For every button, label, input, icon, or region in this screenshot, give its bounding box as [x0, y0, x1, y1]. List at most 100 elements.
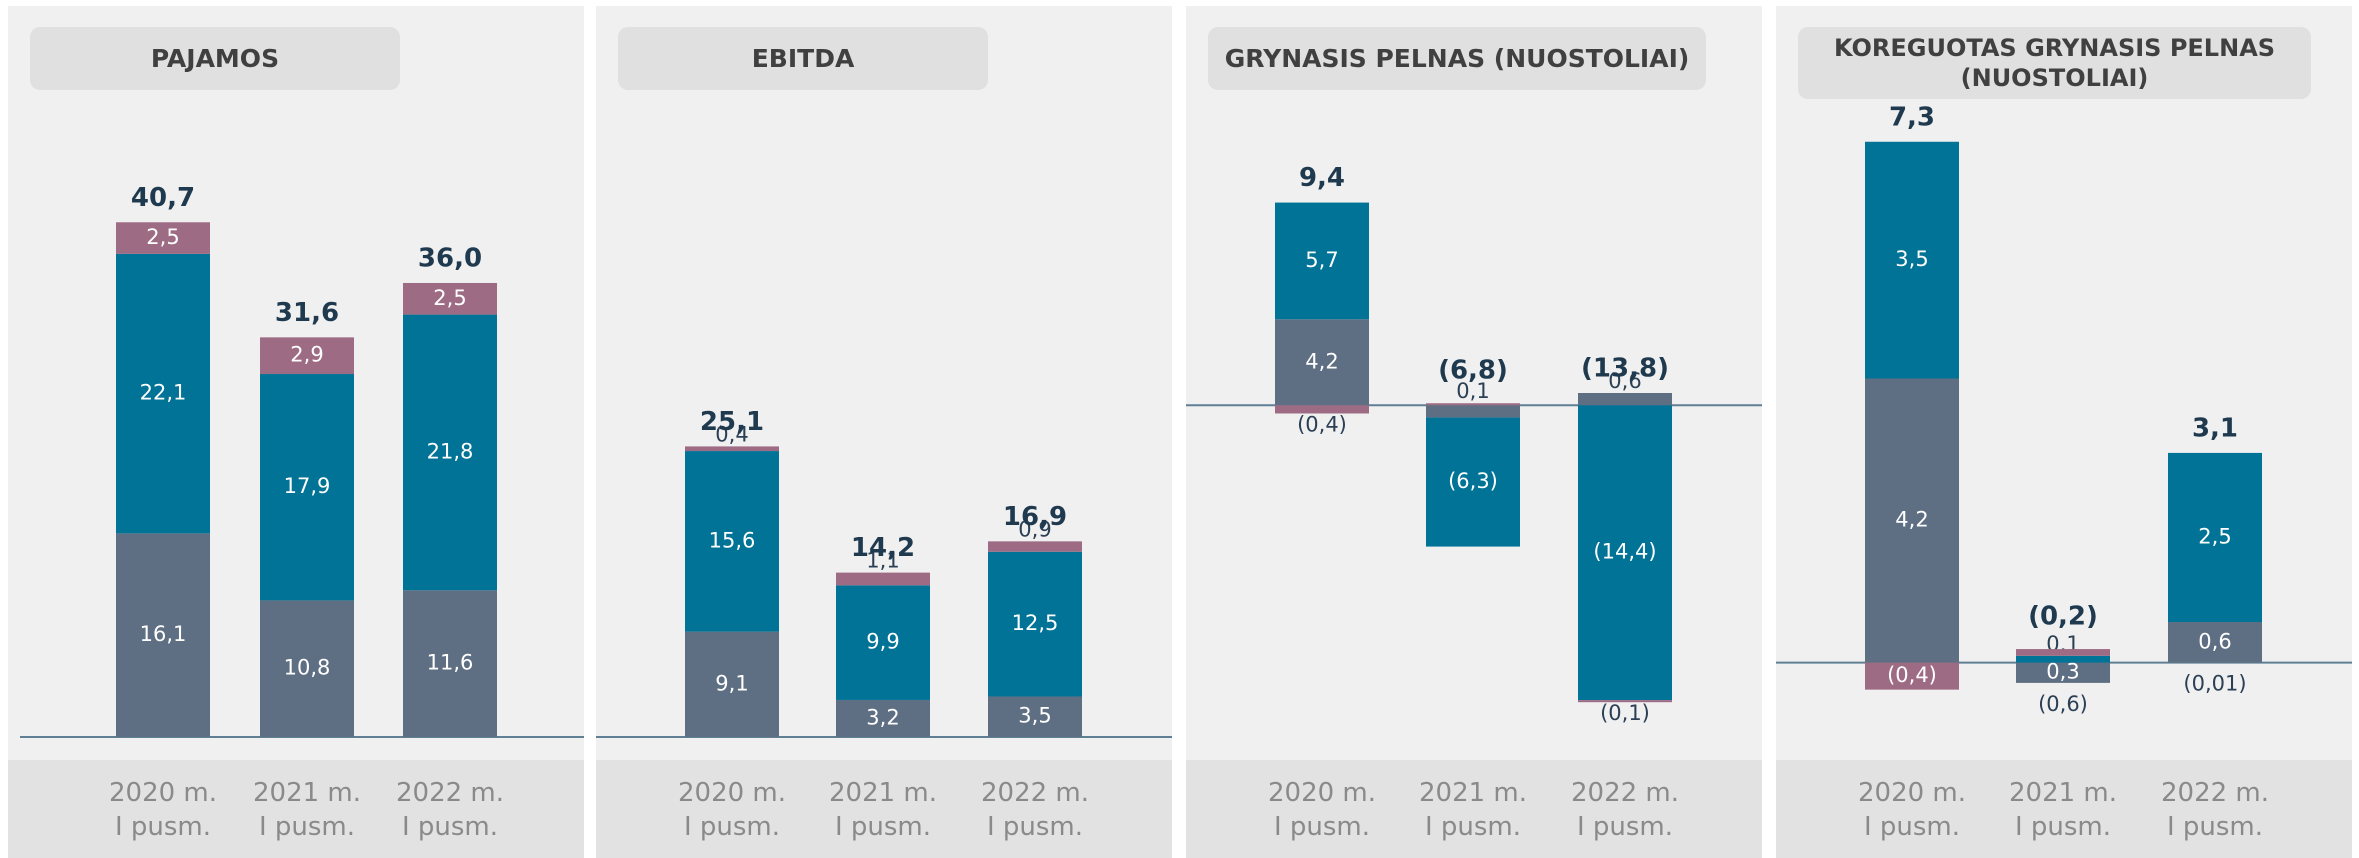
plot: 16,1 22,1 2,5 40,7 10,8 17,9 2,9 31,6 11,6 21,8 2,…	[20, 183, 584, 738]
x-tick-label: 2022 m. I pusm.	[980, 778, 1090, 842]
chart-title: GRYNASIS PELNAS (NUOSTOLIAI)	[1208, 27, 1706, 90]
bottom-label: (0,01)	[2183, 672, 2246, 696]
chart-title: PAJAMOS	[30, 27, 400, 90]
bar-segment	[1578, 405, 1672, 701]
value-label: (0,4)	[1297, 412, 1347, 436]
bar-segment	[685, 446, 779, 452]
category-strip	[596, 760, 1172, 858]
value-label: (14,4)	[1593, 540, 1656, 564]
value-label: 9,1	[715, 671, 748, 695]
value-label: 4,2	[1895, 508, 1928, 532]
bar-segment	[2168, 452, 2262, 623]
bar-segment	[1426, 403, 1520, 406]
bar-segment	[260, 374, 354, 601]
bar-segment	[988, 696, 1082, 737]
bar-segment	[1275, 405, 1369, 414]
bottom-label: (0,6)	[2038, 692, 2088, 716]
bar-segment	[403, 282, 497, 315]
total-label: 16,9	[1003, 502, 1067, 532]
value-label: 0,1	[1456, 379, 1489, 403]
value-label: 2,5	[146, 225, 179, 249]
value-label: 0,9	[1018, 517, 1051, 541]
bar-segment	[1578, 393, 1672, 406]
x-tick-label: 2020 m. I pusm.	[108, 778, 218, 842]
value-label: 12,5	[1012, 611, 1059, 635]
bar-segment	[116, 533, 210, 737]
value-label: 0,6	[1608, 369, 1641, 393]
bar-segment	[2168, 622, 2262, 663]
x-tick-label: 2020 m. I pusm.	[1857, 778, 1967, 842]
value-label: 3,2	[866, 705, 899, 729]
total-label: 25,1	[700, 407, 764, 437]
x-tick-label: 2021 m. I pusm.	[828, 778, 938, 842]
bar-segment	[260, 600, 354, 737]
plot: 4,23,5(0,4)7,30,30,1(0,6)(0,2)0,62,5(0,0…	[1776, 102, 2352, 716]
chart-panel: EBITDA 9,1 15,6 0,4 25,1 3,2 9,9 1,1 14,2 3,5 12,5…	[596, 6, 1172, 858]
bar-segment	[116, 253, 210, 534]
value-label: 10,8	[284, 656, 331, 680]
bar-segment	[116, 222, 210, 254]
chart-panel: KOREGUOTAS GRYNASIS PELNAS (NUOSTOLIAI) 4…	[1776, 6, 2352, 858]
value-label: 5,7	[1305, 248, 1338, 272]
bar-segment	[685, 631, 779, 737]
value-label: 11,6	[427, 651, 474, 675]
bar-segment	[2016, 655, 2110, 663]
bar-segment	[1426, 405, 1520, 418]
value-label: 21,8	[427, 439, 474, 463]
value-label: 3,5	[1895, 247, 1928, 271]
x-tick-label: 2021 m. I pusm.	[2008, 778, 2118, 842]
x-tick-label: 2022 m. I pusm.	[1570, 778, 1680, 842]
total-label: (0,2)	[2028, 602, 2098, 632]
total-label: (13,8)	[1581, 354, 1669, 384]
category-strip	[8, 760, 584, 858]
value-label: (0,1)	[1600, 701, 1650, 725]
chart-panel: GRYNASIS PELNAS (NUOSTOLIAI) 4,2 5,7 (0,4) 9…	[1186, 6, 1762, 858]
bar-segment	[2016, 649, 2110, 656]
chart-panel: PAJAMOS 16,1 22,1 2,5 40,7 10,8 17,9 2,9 31,6 11,…	[8, 6, 584, 858]
value-label: 3,5	[1018, 704, 1051, 728]
x-tick-label: 2021 m. I pusm.	[252, 778, 362, 842]
bar-segment	[403, 314, 497, 591]
bar-segment	[1865, 378, 1959, 663]
category-strip	[1186, 760, 1762, 858]
bar-segment	[1865, 141, 1959, 379]
value-label: 2,9	[290, 343, 323, 367]
total-label: 36,0	[418, 243, 482, 273]
bar-segment	[988, 551, 1082, 697]
bar-segment	[1275, 319, 1369, 406]
value-label: 17,9	[284, 474, 331, 498]
bar-segment	[1578, 700, 1672, 703]
plot: 4,25,7(0,4)9,4(0,6)(6,3)0,1(6,8)0,6(14,4…	[1186, 163, 1762, 725]
bar-segment	[836, 585, 930, 700]
chart-title: EBITDA	[618, 27, 988, 90]
value-label: 2,5	[2198, 524, 2231, 548]
value-label: 15,6	[709, 528, 756, 552]
value-label: 0,6	[2198, 629, 2231, 653]
bar-segment	[1426, 417, 1520, 547]
total-label: 14,2	[851, 533, 915, 563]
value-label: 0,3	[2046, 660, 2079, 684]
value-label: 16,1	[140, 622, 187, 646]
bar-segment	[1865, 662, 1959, 690]
value-label: 0,4	[715, 422, 748, 446]
bar-segment	[988, 541, 1082, 552]
bar-segment	[2016, 662, 2110, 683]
plot: 9,1 15,6 0,425,1 3,2 9,9 1,114,2 3,5 12,5 0,916,…	[596, 407, 1172, 738]
x-tick-label: 2020 m. I pusm.	[677, 778, 787, 842]
x-tick-label: 2020 m. I pusm.	[1267, 778, 1377, 842]
total-label: 7,3	[1889, 102, 1935, 132]
bar-segment	[1275, 202, 1369, 320]
total-label: (6,8)	[1438, 356, 1508, 386]
category-strip	[1776, 760, 2352, 858]
value-label: 4,2	[1305, 349, 1338, 373]
bar-segment	[403, 590, 497, 737]
chart-title: KOREGUOTAS GRYNASIS PELNAS (NUOSTOLIAI)	[1798, 27, 2311, 99]
value-label: 1,1	[866, 549, 899, 573]
total-label: 31,6	[275, 298, 339, 328]
bar-segment	[836, 699, 930, 737]
value-label: 22,1	[140, 381, 187, 405]
total-label: 40,7	[131, 183, 195, 213]
bar-segment	[260, 337, 354, 375]
x-tick-label: 2021 m. I pusm.	[1418, 778, 1528, 842]
